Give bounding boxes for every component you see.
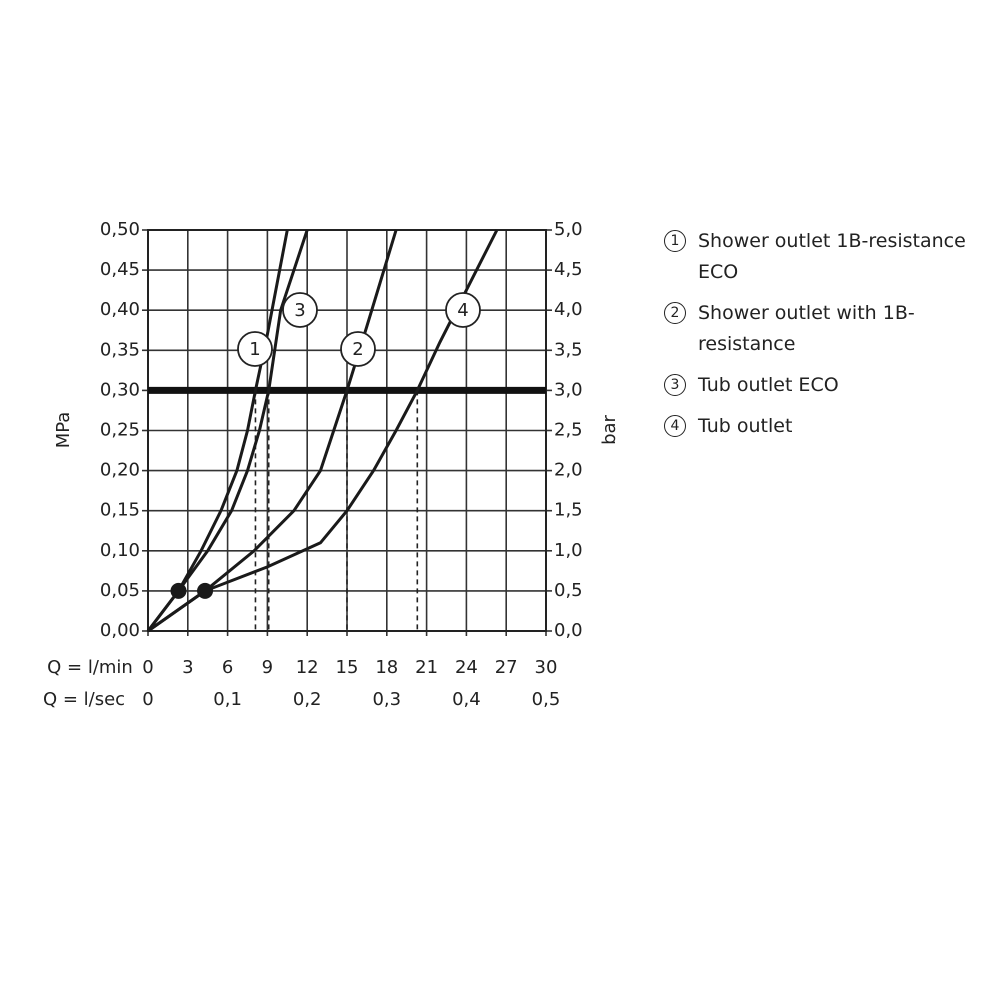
y-tick-label: 0,30 (100, 379, 140, 400)
x-tick-label: 21 (415, 657, 438, 678)
x-tick-label: 12 (296, 657, 319, 678)
x-tick-label: 15 (336, 657, 359, 678)
legend-number: 2 (664, 302, 686, 324)
y-tick-label: 0,10 (100, 540, 140, 561)
y-tick-label: 0,15 (100, 500, 140, 521)
y2-tick-label: 2,0 (554, 460, 583, 481)
y-tick-label: 0,20 (100, 460, 140, 481)
y-tick-label: 0,50 (100, 219, 140, 240)
legend-label: Tub outlet (698, 415, 793, 437)
curve-label-circle (340, 331, 376, 367)
legend-number: 4 (664, 415, 686, 437)
curve-label: 1 (249, 339, 260, 360)
line-series (147, 229, 499, 633)
x2-tick-label: 0 (142, 689, 153, 710)
y2-tick-label: 4,0 (554, 299, 583, 320)
line-series (146, 229, 309, 632)
y2-tick-label: 4,5 (554, 259, 583, 280)
x-tick-label: 3 (182, 657, 193, 678)
legend: 1 Shower outlet 1B-resistance ECO 2 Shower … (664, 226, 994, 452)
legend-label: Shower outlet 1B-resistance ECO (698, 230, 966, 283)
curve-label: 4 (457, 300, 468, 321)
legend-number: 1 (664, 230, 686, 252)
y2-tick-label: 0,5 (554, 580, 583, 601)
y2-tick-label: 0,0 (554, 620, 583, 641)
legend-label: Shower outlet with 1B-resistance (698, 302, 915, 355)
y-tick-label: 0,40 (100, 299, 140, 320)
y-tick-label: 0,45 (100, 259, 140, 280)
y2-tick-label: 3,5 (554, 339, 583, 360)
curve-label: 3 (294, 300, 305, 321)
y2-tick-label: 1,0 (554, 540, 583, 561)
legend-item: 4 Tub outlet (664, 411, 994, 442)
curve-label: 2 (352, 339, 363, 360)
plot-frame (147, 229, 547, 632)
y-tick-label: 0,00 (100, 620, 140, 641)
x-axis-title: Q = l/min (47, 657, 133, 678)
x-tick-label: 30 (535, 657, 558, 678)
x2-tick-label: 0,4 (452, 689, 481, 710)
marker (197, 582, 214, 599)
legend-item: 3 Tub outlet ECO (664, 370, 994, 401)
x-tick-label: 24 (455, 657, 478, 678)
x2-tick-label: 0,1 (213, 689, 242, 710)
y-tick-label: 0,35 (100, 339, 140, 360)
x2-axis-title: Q = l/sec (43, 689, 125, 710)
y-axis-title: MPa (53, 412, 74, 449)
curve-label-circle (282, 292, 318, 328)
legend-number: 3 (664, 374, 686, 396)
y2-tick-label: 2,5 (554, 420, 583, 441)
y-tick-label: 0,05 (100, 580, 140, 601)
legend-item: 1 Shower outlet 1B-resistance ECO (664, 226, 994, 288)
y2-tick-label: 3,0 (554, 379, 583, 400)
y-tick-label: 0,25 (100, 420, 140, 441)
x2-tick-label: 0,5 (532, 689, 561, 710)
x-tick-label: 18 (375, 657, 398, 678)
x-tick-label: 0 (142, 657, 153, 678)
marker (170, 582, 187, 599)
x2-tick-label: 0,3 (372, 689, 401, 710)
y2-tick-label: 5,0 (554, 219, 583, 240)
legend-item: 2 Shower outlet with 1B-resistance (664, 298, 994, 360)
x-tick-label: 9 (262, 657, 273, 678)
y2-tick-label: 1,5 (554, 500, 583, 521)
curve-label-circle (237, 331, 273, 367)
x2-tick-label: 0,2 (293, 689, 322, 710)
y2-axis-title: bar (599, 414, 620, 444)
legend-label: Tub outlet ECO (698, 374, 839, 396)
x-tick-label: 27 (495, 657, 518, 678)
curve-label-circle (445, 292, 481, 328)
x-tick-label: 6 (222, 657, 233, 678)
